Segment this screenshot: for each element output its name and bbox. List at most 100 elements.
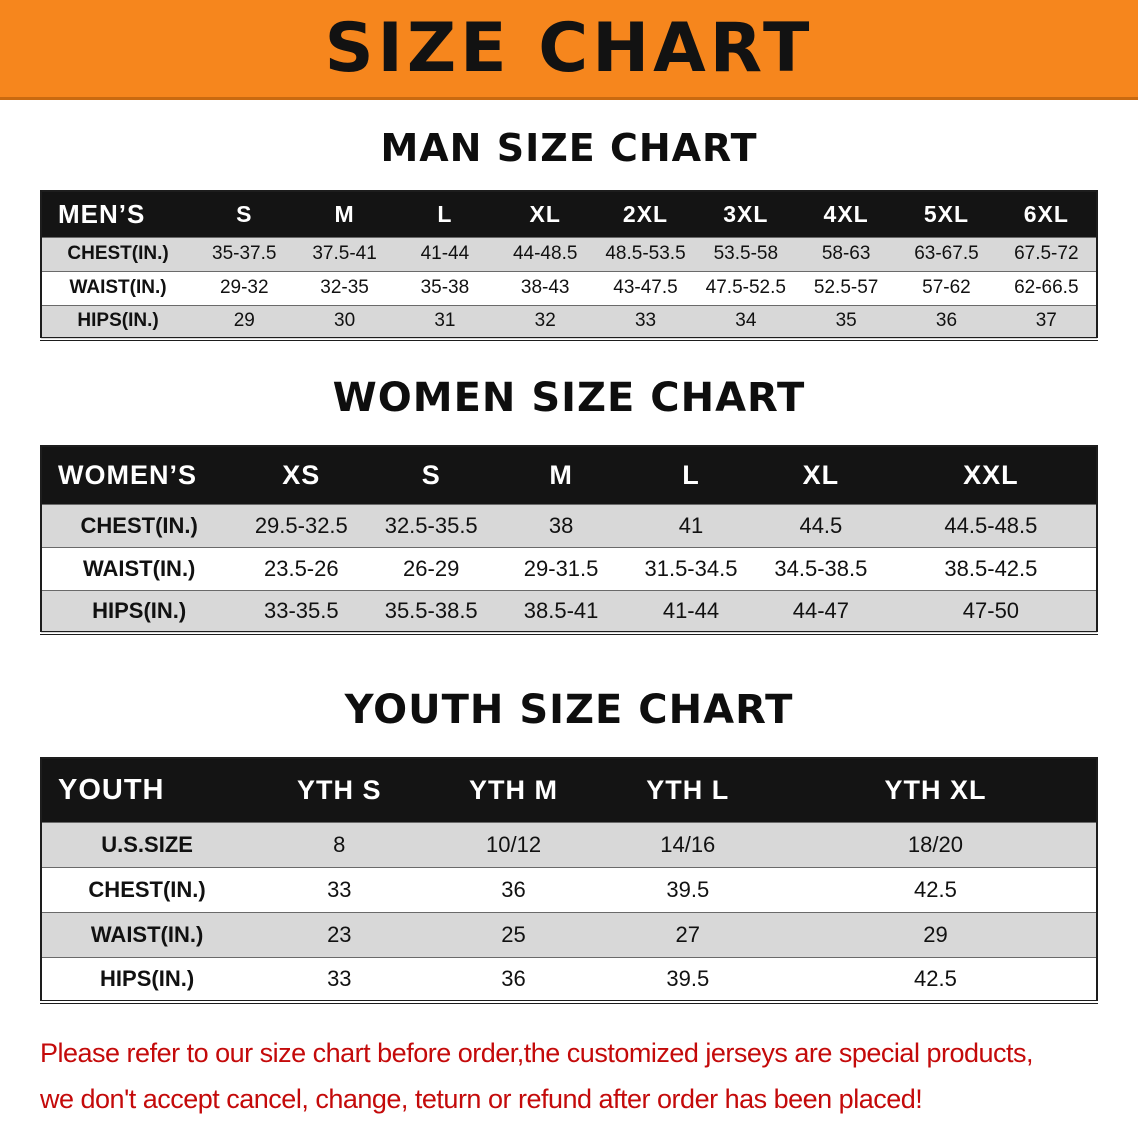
size-value: 38-43 [520,277,570,298]
size-value: 34.5-38.5 [774,555,868,581]
women-size-heading: WOMEN SIZE CHART [332,375,806,421]
row-label: WAIST(IN.) [82,555,196,581]
men-size-heading: MAN SIZE CHART [380,126,758,170]
size-value: 29-32 [219,277,269,298]
size-value: 29.5-32.5 [254,512,348,538]
size-value: 36 [935,310,958,332]
size-column-header: XXL [885,446,1097,504]
size-value: 41 [678,512,704,538]
row-label: CHEST(IN.) [80,512,198,538]
men-size-table: MEN’S S M L XL 2XL 3XL 4XL 5XL 6XL CHEST(IN.) 35-37… [40,190,1098,341]
size-value: 44.5 [799,512,843,538]
table-header-row: MEN’S S M L XL 2XL 3XL 4XL 5XL 6XL [41,191,1097,237]
size-value: 8 [333,831,346,857]
size-value: 27 [675,921,701,947]
row-label: CHEST(IN.) [88,876,206,902]
table-row: CHEST(IN.) 35-37.5 37.5-41 41-44 44-48.5 48.5… [41,237,1097,271]
size-value: 25 [501,921,526,947]
size-value: 37.5-41 [312,243,377,264]
youth-size-table: YOUTH YTH S YTH M YTH L YTH XL U.S.SIZE 8 10/12… [40,757,1098,1004]
size-column-header: 4XL [795,191,897,237]
table-header-row: WOMEN’S XS S M L XL XXL [41,446,1097,504]
size-column-header: XL [495,191,596,237]
size-value: 32 [534,310,556,332]
size-value: 63-67.5 [914,243,979,264]
size-value: 36 [501,965,526,991]
size-value: 44.5-48.5 [944,512,1038,538]
table-row: HIPS(IN.) 29 30 31 32 33 34 35 36 37 [41,305,1097,339]
row-label: WAIST(IN.) [90,921,204,947]
size-value: 18/20 [907,831,963,857]
size-column-header: 6XL [996,191,1097,237]
size-column-header: YTH L [600,758,775,822]
size-column-header: S [366,446,497,504]
order-notice: Please refer to our size chart before or… [40,1030,1138,1122]
size-value: 23.5-26 [263,555,339,581]
size-value: 44-48.5 [512,243,578,264]
size-value: 14/16 [660,831,716,857]
size-value: 29 [923,921,948,947]
size-value: 36 [501,876,526,902]
size-value: 42.5 [914,965,957,991]
size-value: 33 [327,876,352,902]
size-value: 35-38 [420,277,470,298]
size-column-header: XL [755,446,886,504]
size-value: 32.5-35.5 [384,512,478,538]
size-value: 34 [735,310,757,332]
men-size-section: MAN SIZE CHART MEN’S S M L XL 2XL 3XL 4XL 5XL 6XL… [0,126,1138,341]
row-label: WAIST(IN.) [69,277,167,298]
size-value: 44-47 [792,597,849,623]
row-label: HIPS(IN.) [100,965,195,991]
size-column-header: L [394,191,496,237]
size-value: 38.5-42.5 [944,555,1038,581]
size-value: 33-35.5 [263,597,339,623]
size-column-header: 3XL [695,191,796,237]
size-value: 52.5-57 [813,277,879,298]
size-column-header: XS [236,446,367,504]
size-column-header: L [626,446,756,504]
size-value: 39.5 [666,965,710,991]
table-header-row: YOUTH YTH S YTH M YTH L YTH XL [41,758,1097,822]
size-value: 58-63 [821,243,871,264]
size-column-header: M [496,446,627,504]
size-value: 38.5-41 [523,597,599,623]
notice-line-1: Please refer to our size chart before or… [40,1038,1034,1068]
size-value: 35 [835,310,857,332]
size-value: 29-31.5 [523,555,599,581]
size-value: 42.5 [914,876,957,902]
size-value: 38 [548,512,574,538]
size-column-header: S [194,191,295,237]
size-value: 62-66.5 [1014,277,1079,298]
size-column-header: YTH S [252,758,427,822]
size-value: 33 [327,965,352,991]
notice-line-2: we don't accept cancel, change, teturn o… [40,1084,923,1114]
table-row: U.S.SIZE 8 10/12 14/16 18/20 [41,822,1097,867]
size-value: 53.5-58 [713,243,779,264]
table-row: HIPS(IN.) 33-35.5 35.5-38.5 38.5-41 41-44 44-… [41,590,1097,633]
table-row: CHEST(IN.) 29.5-32.5 32.5-35.5 38 41 44.5 44.5… [41,504,1097,547]
size-value: 57-62 [922,277,971,298]
table-row: WAIST(IN.) 23 25 27 29 [41,912,1097,957]
row-label: CHEST(IN.) [67,243,169,264]
size-value: 35-37.5 [212,243,277,264]
table-row: WAIST(IN.) 29-32 32-35 35-38 38-43 43-47.5 47.… [41,271,1097,305]
row-label: HIPS(IN.) [77,310,159,332]
size-value: 23 [327,921,352,947]
size-value: 26-29 [403,555,460,581]
table-title-cell: MEN’S [41,191,195,237]
size-value: 43-47.5 [613,277,678,298]
size-value: 32-35 [320,277,369,298]
size-value: 31.5-34.5 [644,555,738,581]
size-value: 35.5-38.5 [384,597,478,623]
size-column-header: M [294,191,395,237]
size-value: 33 [634,310,657,332]
size-value: 47-50 [962,597,1020,623]
page-title: SIZE CHART [324,8,814,88]
row-label: U.S.SIZE [101,831,193,857]
size-column-header: YTH M [426,758,601,822]
size-value: 10/12 [486,831,542,857]
size-value: 30 [334,310,356,332]
women-size-section: WOMEN SIZE CHART WOMEN’S XS S M L XL XXL CHEST(… [0,375,1138,635]
banner: SIZE CHART [0,0,1138,100]
size-value: 48.5-53.5 [605,243,686,264]
